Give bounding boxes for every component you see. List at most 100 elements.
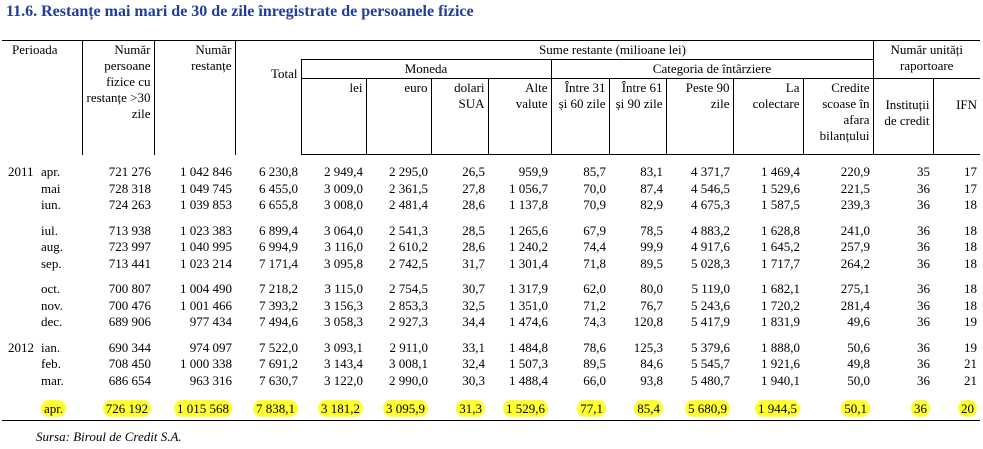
value-cell: 221,5: [803, 181, 873, 198]
period-cell: dec.: [2, 314, 82, 331]
header-lei: lei: [300, 78, 366, 155]
value-cell: 690 344: [82, 340, 154, 357]
value-text: 2 990,0: [389, 372, 428, 388]
value-cell: 5 243,6: [666, 298, 733, 315]
value-cell: 1 001 466: [154, 298, 235, 315]
value-text: 71,8: [583, 255, 606, 271]
value-text: 7 218,2: [259, 281, 298, 296]
value-text: 18: [964, 255, 978, 271]
value-text: 2 754,5: [389, 281, 428, 296]
value-text: 82,9: [640, 197, 663, 212]
value-text: 17: [964, 180, 978, 196]
value-cell: 1 049 745: [154, 181, 235, 198]
value-text: 1 301,4: [509, 255, 548, 271]
value-cell: 34,4: [431, 314, 488, 331]
value-text: 6 455,0: [259, 180, 298, 196]
value-text: 2 610,2: [389, 239, 428, 254]
value-cell: 7 171,4: [235, 256, 301, 273]
value-text: 84,6: [640, 356, 663, 371]
value-cell: 686 654: [82, 373, 154, 390]
value-text: 50,6: [847, 339, 870, 355]
header-institutii: Instituții de credit: [872, 78, 933, 155]
value-cell: 1 469,4: [733, 164, 803, 181]
month-label: apr.: [41, 399, 67, 417]
value-cell: 1 056,7: [488, 181, 551, 198]
header-alte: Alte valute: [487, 78, 551, 155]
value-cell: 26,5: [431, 164, 488, 181]
header-perioada: Perioada: [2, 40, 82, 155]
value-cell: 724 263: [82, 197, 154, 214]
value-cell: 19: [933, 314, 980, 331]
value-text: 1 720,2: [761, 297, 800, 313]
period-cell: sep.: [2, 256, 82, 273]
value-cell: 1 488,4: [488, 373, 551, 390]
value-cell: 974 097: [154, 340, 235, 357]
value-cell: 1 265,6: [488, 223, 551, 240]
value-text: 2 927,3: [389, 314, 428, 329]
value-cell: 36: [873, 239, 933, 256]
value-text: 18: [964, 222, 978, 238]
period-cell: aug.: [2, 239, 82, 256]
value-cell: 726 192: [82, 398, 154, 421]
value-text: 50,1: [841, 399, 870, 417]
value-cell: 36: [873, 398, 933, 421]
value-cell: 5 417,9: [666, 314, 733, 331]
month-label: mar.: [41, 372, 64, 388]
value-cell: 241,0: [803, 223, 873, 240]
value-text: 18: [964, 297, 978, 313]
header-ifn: IFN: [932, 78, 981, 155]
value-text: 7 494,6: [259, 314, 298, 329]
value-text: 1 040 995: [180, 239, 232, 254]
value-text: 1 921,6: [761, 356, 800, 371]
table-row: apr. 726 192 1 015 568 7 838,1 3 181,2 3 095,…: [2, 398, 981, 421]
value-cell: 1 720,2: [733, 298, 803, 315]
value-cell: 7 494,6: [235, 314, 301, 331]
month-label: mai: [41, 180, 61, 196]
value-cell: 77,1: [551, 398, 609, 421]
value-cell: 1 587,5: [733, 197, 803, 214]
value-cell: 963 316: [154, 373, 235, 390]
table-row: dec. 689 906 977 434 7 494,6 3 058,3 2 927,3 3…: [2, 314, 980, 331]
value-cell: 80,0: [609, 281, 666, 298]
value-text: 1 015 568: [174, 399, 232, 417]
value-text: 2 742,5: [389, 255, 428, 271]
value-text: 30,3: [462, 372, 485, 388]
value-text: 34,4: [462, 314, 485, 329]
value-text: 28,6: [462, 239, 485, 254]
value-cell: 3 156,3: [301, 298, 366, 315]
value-text: 689 906: [108, 314, 151, 329]
period-cell: oct.: [2, 281, 82, 298]
value-cell: 5 680,9: [666, 398, 733, 421]
table-row: iul. 713 938 1 023 383 6 899,4 3 064,0 2 541,…: [2, 223, 980, 240]
month-label: aug.: [41, 239, 64, 254]
value-cell: 28,5: [431, 223, 488, 240]
value-cell: 6 899,4: [235, 223, 301, 240]
value-text: 1 351,0: [509, 297, 548, 313]
value-text: 1 831,9: [761, 314, 800, 329]
value-text: 2 481,4: [389, 197, 428, 212]
value-cell: 18: [933, 298, 980, 315]
value-cell: 2 990,0: [366, 373, 431, 390]
period-cell: iun.: [2, 197, 82, 214]
value-text: 1 265,6: [509, 222, 548, 238]
value-text: 721 276: [108, 164, 151, 179]
value-text: 700 476: [108, 297, 151, 313]
value-cell: 32,5: [431, 298, 488, 315]
value-text: 36: [917, 372, 930, 388]
value-text: 6 655,8: [259, 197, 298, 212]
value-text: 3 116,0: [324, 239, 363, 254]
value-cell: 1 717,7: [733, 256, 803, 273]
value-text: 275,1: [840, 281, 870, 296]
value-text: 36: [917, 222, 930, 238]
value-cell: 2 481,4: [366, 197, 431, 214]
value-text: 76,7: [640, 297, 663, 313]
value-text: 959,9: [518, 164, 548, 179]
value-cell: 28,6: [431, 197, 488, 214]
value-cell: 220,9: [803, 164, 873, 181]
value-cell: 1 301,4: [488, 256, 551, 273]
value-cell: 1 529,6: [488, 398, 551, 421]
value-text: 17: [964, 164, 978, 179]
value-text: 6 994,9: [259, 239, 298, 254]
value-text: 1 529,6: [761, 180, 800, 196]
value-text: 1 317,9: [509, 281, 548, 296]
